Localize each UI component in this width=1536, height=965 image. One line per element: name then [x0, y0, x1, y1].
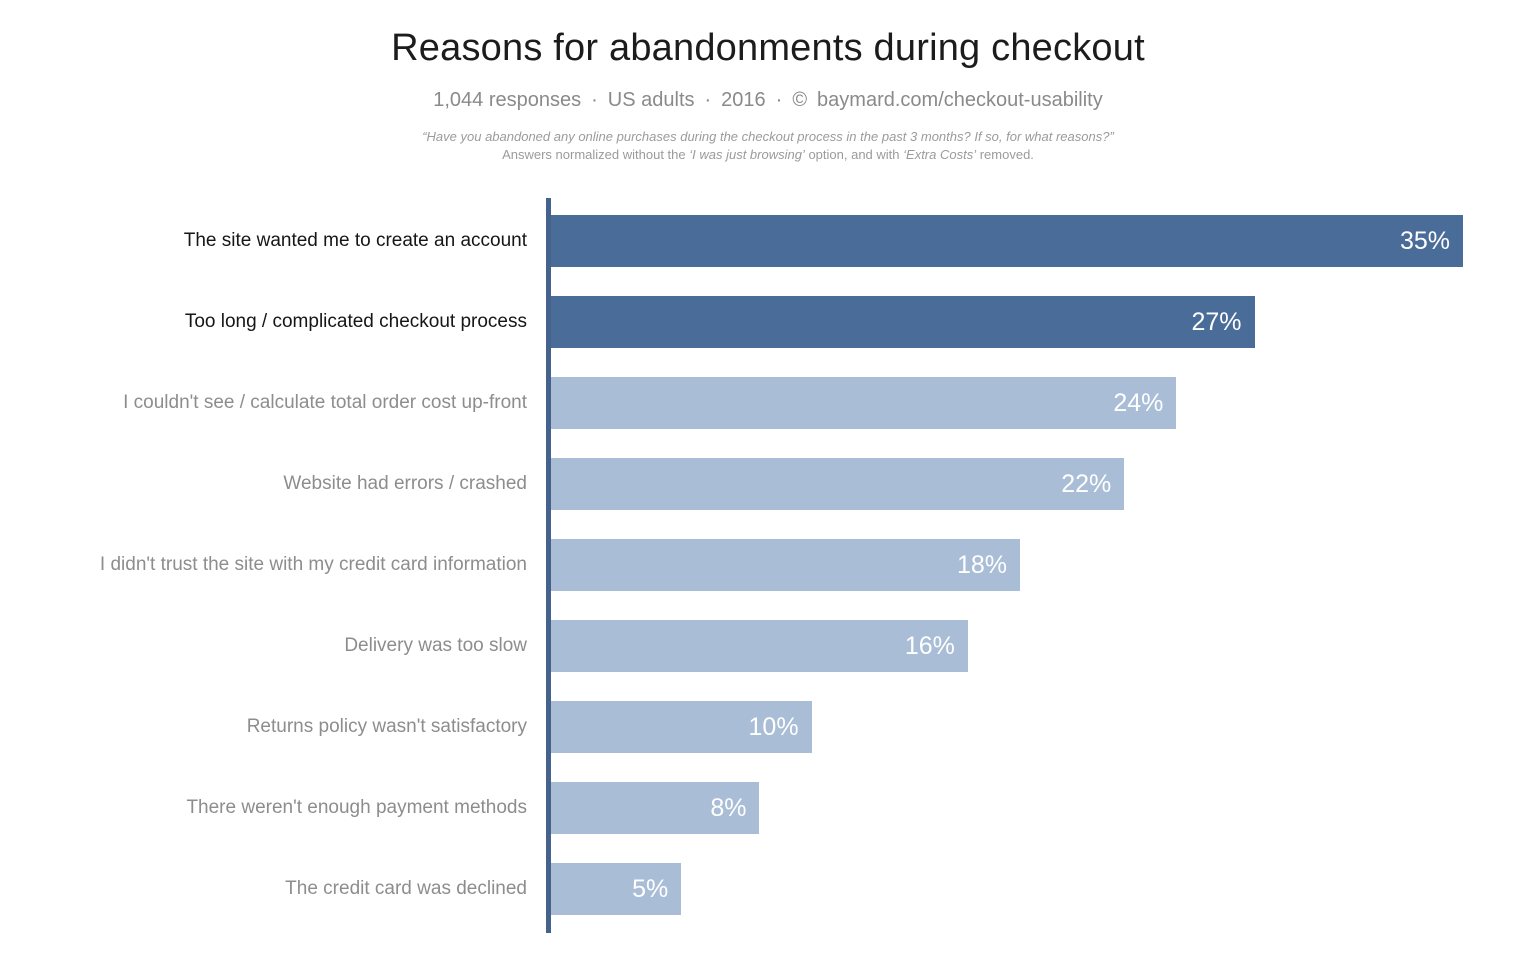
- bar-track: 22%: [551, 458, 1463, 510]
- chart-row: The site wanted me to create an account 3…: [0, 215, 1536, 267]
- chart-row: Delivery was too slow 16%: [0, 620, 1536, 672]
- footnote-normalization-note: Answers normalized without the ‘I was ju…: [0, 146, 1536, 164]
- category-label: The credit card was declined: [285, 878, 527, 899]
- bar-value-label: 27%: [1191, 307, 1242, 336]
- bar-value-label: 18%: [956, 550, 1008, 579]
- bar: 35%: [551, 215, 1463, 267]
- chart-footnote: “Have you abandoned any online purchases…: [0, 128, 1536, 164]
- chart-title: Reasons for abandonments during checkout: [391, 27, 1145, 69]
- bar-track: 16%: [551, 620, 1463, 672]
- chart-row: Returns policy wasn't satisfactory 10%: [0, 701, 1536, 753]
- bar-value-label: 22%: [1061, 469, 1112, 498]
- bar: 27%: [551, 296, 1255, 348]
- bar-track: 24%: [551, 377, 1463, 429]
- bar-track: 35%: [551, 215, 1463, 267]
- bar-track: 5%: [551, 863, 1463, 915]
- category-label: The site wanted me to create an account: [183, 230, 527, 251]
- bar-track: 27%: [551, 296, 1463, 348]
- bar-rows: The site wanted me to create an account 3…: [0, 215, 1536, 944]
- category-label: Returns policy wasn't satisfactory: [246, 716, 527, 737]
- bar: 16%: [551, 620, 968, 672]
- category-label: Delivery was too slow: [344, 635, 527, 656]
- bar-value-label: 10%: [748, 712, 799, 741]
- footnote-text-segment: Answers normalized without the: [502, 147, 690, 162]
- chart-row: I couldn't see / calculate total order c…: [0, 377, 1536, 429]
- chart-row: There weren't enough payment methods 8%: [0, 782, 1536, 834]
- bar: 22%: [551, 458, 1125, 510]
- chart-row: Website had errors / crashed 22%: [0, 458, 1536, 510]
- bar-track: 8%: [551, 782, 1463, 834]
- bar: 24%: [551, 377, 1177, 429]
- category-label: There weren't enough payment methods: [186, 797, 527, 818]
- bar: 8%: [551, 782, 760, 834]
- bar-track: 18%: [551, 539, 1463, 591]
- chart-subtitle: 1,044 responses · US adults · 2016 · © b…: [433, 89, 1103, 111]
- bar-track: 10%: [551, 701, 1463, 753]
- bar: 18%: [551, 539, 1021, 591]
- bar: 5%: [551, 863, 682, 915]
- bar-value-label: 8%: [710, 793, 747, 822]
- footnote-text-segment: removed.: [976, 147, 1034, 162]
- footnote-italic-segment: ‘I was just browsing’: [689, 147, 805, 162]
- footnote-text-segment: option, and with: [804, 147, 904, 162]
- category-label: Website had errors / crashed: [283, 473, 527, 494]
- category-label: I didn't trust the site with my credit c…: [99, 554, 527, 575]
- bar-value-label: 24%: [1113, 388, 1164, 417]
- chart-row: The credit card was declined 5%: [0, 863, 1536, 915]
- chart-row: Too long / complicated checkout process 2…: [0, 296, 1536, 348]
- chart-row: I didn't trust the site with my credit c…: [0, 539, 1536, 591]
- bar-value-label: 16%: [904, 631, 955, 660]
- bar: 10%: [551, 701, 812, 753]
- footnote-italic-segment: ‘Extra Costs’: [903, 147, 977, 162]
- y-axis-line: [546, 198, 551, 933]
- bar-value-label: 5%: [632, 874, 669, 903]
- footnote-survey-question: “Have you abandoned any online purchases…: [422, 129, 1114, 144]
- bar-value-label: 35%: [1399, 226, 1450, 255]
- category-label: Too long / complicated checkout process: [184, 311, 527, 332]
- category-label: I couldn't see / calculate total order c…: [123, 392, 527, 413]
